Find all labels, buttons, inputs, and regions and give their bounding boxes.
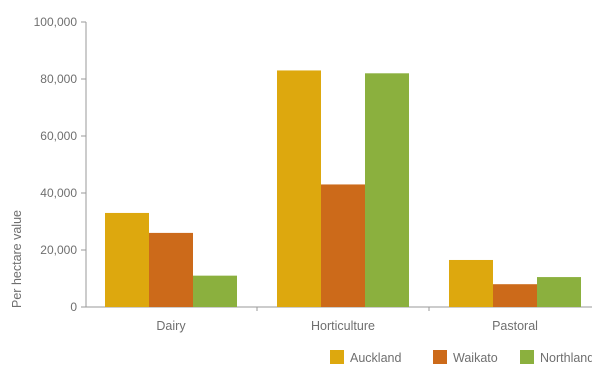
bar-waikato-dairy — [149, 232, 193, 307]
legend-label-northland: Northland — [540, 351, 592, 365]
legend: Auckland Waikato Northland — [330, 350, 592, 365]
bar-northland-pastoral — [537, 277, 581, 307]
bars — [105, 70, 581, 307]
bar-auckland-horticulture — [277, 70, 321, 307]
legend-swatch-auckland — [330, 350, 344, 364]
x-axis: Dairy Horticulture Pastoral — [86, 306, 592, 333]
bar-auckland-pastoral — [449, 259, 493, 307]
bar-waikato-pastoral — [493, 284, 537, 307]
x-category-label: Pastoral — [492, 319, 538, 333]
y-tick-label: 60,000 — [40, 129, 77, 143]
y-axis: 0 20,000 40,000 60,000 80,000 100,000 — [34, 15, 87, 314]
y-tick-label: 80,000 — [40, 72, 77, 86]
y-axis-label: Per hectare value — [10, 210, 24, 308]
x-category-label: Dairy — [156, 319, 186, 333]
legend-swatch-northland — [520, 350, 534, 364]
y-tick-label: 0 — [70, 300, 77, 314]
bar-auckland-dairy — [105, 212, 149, 307]
bar-northland-dairy — [193, 275, 237, 307]
y-tick-label: 100,000 — [34, 15, 78, 29]
y-tick-label: 40,000 — [40, 186, 77, 200]
y-tick-label: 20,000 — [40, 243, 77, 257]
legend-label-waikato: Waikato — [453, 351, 498, 365]
x-category-label: Horticulture — [311, 319, 375, 333]
bar-waikato-horticulture — [321, 184, 365, 307]
legend-swatch-waikato — [433, 350, 447, 364]
legend-label-auckland: Auckland — [350, 351, 401, 365]
bar-northland-horticulture — [365, 73, 409, 307]
